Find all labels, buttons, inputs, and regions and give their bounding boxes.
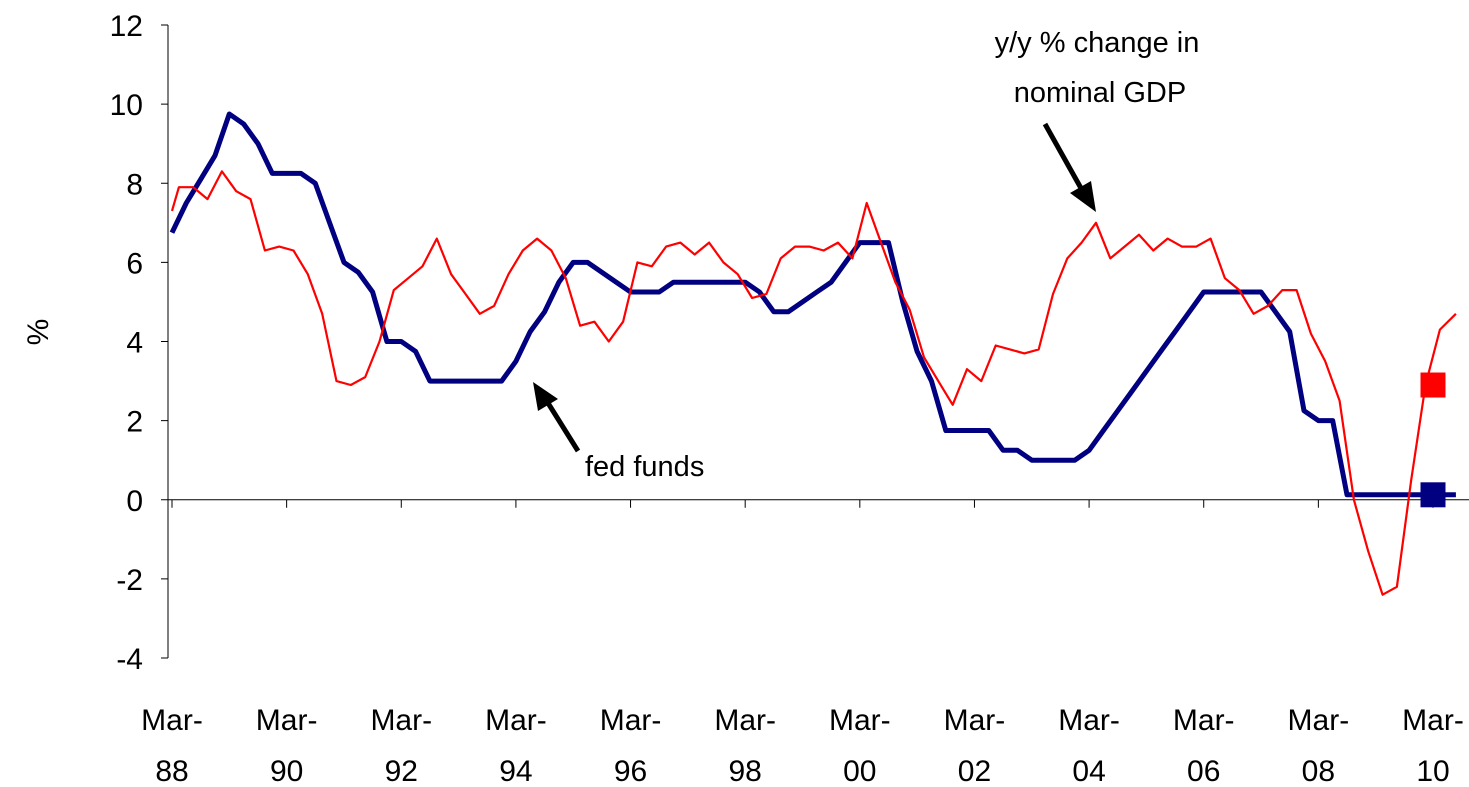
x-tick-label-month: Mar- [485,704,547,737]
gdp-annotation-line1: y/y % change in [995,27,1200,59]
x-tick-label-year: 10 [1416,755,1449,787]
x-tick-label-year: 00 [843,755,876,787]
fed-funds-annotation-arrow-head [533,382,558,411]
x-tick-label-month: Mar- [829,704,891,737]
y-tick-label: 6 [126,247,143,280]
annotation-layer: y/y % change in nominal GDP fed funds [533,27,1199,483]
x-tick-label-year: 90 [270,755,303,787]
y-tick-label: 10 [110,89,143,122]
fed-funds-annotation-arrow-shaft [548,403,578,451]
y-tick-label: 0 [126,485,143,518]
y-tick-label: 2 [126,406,143,439]
y-tick-label: 8 [126,168,143,201]
marker-layer [1421,373,1446,508]
x-tick-label-month: Mar- [256,704,318,737]
fed-funds-marker [1421,482,1446,507]
x-tick-label-month: Mar- [600,704,662,737]
nominal-gdp-marker [1421,373,1446,398]
series-layer [172,114,1456,595]
fed-funds-annotation-label: fed funds [585,451,704,483]
x-tick-label-year: 02 [958,755,991,787]
y-tick-label: -2 [116,564,143,597]
gdp-annotation-line2: nominal GDP [1014,77,1186,109]
x-tick-label-year: 04 [1072,755,1105,787]
x-tick-label-month: Mar- [370,704,432,737]
x-tick-label-year: 88 [155,755,188,787]
x-axis: Mar- 88 Mar- 90 Mar- 92 Mar- 94 Mar- 96 Mar- 98 Mar-… [141,500,1469,787]
x-tick-label-year: 08 [1302,755,1335,787]
nominal-gdp-line [172,171,1456,594]
x-tick-label-month: Mar- [1058,704,1120,737]
x-tick-label-year: 06 [1187,755,1220,787]
gdp-annotation-arrow-head [1070,181,1096,212]
x-tick-label-year: 98 [728,755,761,787]
x-tick-label-month: Mar- [141,704,203,737]
gdp-annotation-arrow-shaft [1045,124,1082,190]
y-tick-label: -4 [116,643,143,676]
x-tick-label-month: Mar- [944,704,1006,737]
x-tick-label-year: 92 [385,755,418,787]
y-tick-label: 4 [126,327,143,360]
y-axis-label: % [22,319,55,346]
y-tick-label: 12 [110,10,143,43]
x-tick-label-month: Mar- [1402,704,1464,737]
x-tick-label-month: Mar- [1288,704,1350,737]
x-tick-label-year: 94 [499,755,532,787]
x-tick-label-year: 96 [614,755,647,787]
x-tick-label-month: Mar- [714,704,776,737]
fed-funds-line [172,114,1456,495]
y-axis: 12 10 8 6 4 2 0 -2 -4 [110,10,168,676]
x-tick-label-month: Mar- [1173,704,1235,737]
